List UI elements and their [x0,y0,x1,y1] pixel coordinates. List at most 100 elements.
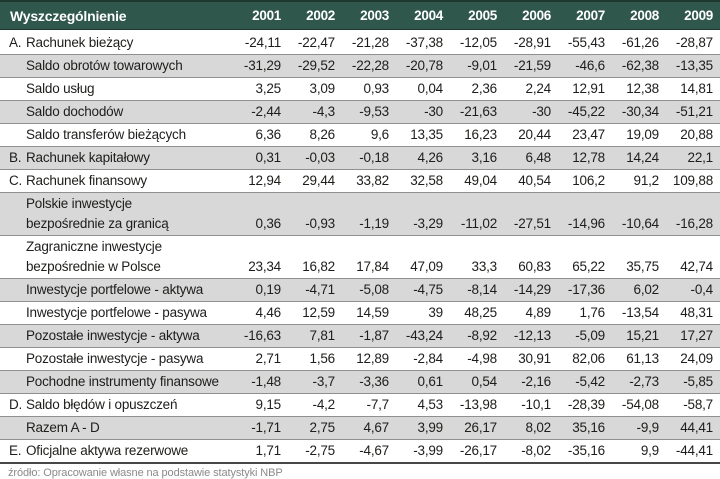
cell-value: 39 [428,305,443,320]
row-label: Polskie inwestycje bezpośrednie za grani… [26,196,169,231]
cell-value: 0,04 [417,81,444,96]
cell-value: -11,02 [460,216,497,231]
cell-value: -61,26 [621,35,659,50]
cell-value: 0,36 [255,216,282,231]
cell-value: -2,16 [521,374,551,389]
cell-value: -12,05 [459,35,497,50]
cell-value: 2,36 [471,81,498,96]
cell-value: -5,85 [683,374,713,389]
row-label: Rachunek kapitałowy [26,150,150,165]
cell-value: -30 [532,104,551,119]
cell-value: -21,28 [351,35,389,50]
cell-value: 3,99 [417,420,444,435]
cell-value: 12,78 [572,150,605,165]
cell-value: -5,09 [575,328,605,343]
row-label: Rachunek finansowy [26,173,147,188]
cell-value: 4,89 [525,305,552,320]
cell-value: 12,89 [356,351,389,366]
table-row: Inwestycje portfelowe - pasywa 4,46 12,59 1… [0,302,720,325]
cell-value: 109,88 [672,173,713,188]
cell-value: -13,98 [459,397,497,412]
cell-value: -4,67 [359,443,389,458]
cell-value: -10,1 [521,397,551,412]
row-label: Zagraniczne inwestycje bezpośrednie w Po… [26,239,162,274]
cell-value: -54,08 [621,397,659,412]
cell-value: 48,31 [680,305,713,320]
cell-value: -31,29 [243,58,281,73]
cell-value: 8,02 [525,420,552,435]
cell-value: 20,44 [518,127,551,142]
cell-value: -0,18 [359,150,389,165]
row-letter: D. [9,397,23,412]
cell-value: 14,59 [356,305,389,320]
cell-value: -13,35 [675,58,713,73]
cell-value: -43,24 [405,328,443,343]
cell-value: 32,58 [410,173,443,188]
cell-value: 6,36 [255,127,282,142]
cell-value: -1,87 [359,328,389,343]
cell-value: 106,2 [572,173,605,188]
cell-value: -22,47 [297,35,335,50]
cell-value: 12,91 [572,81,605,96]
row-label: Inwestycje portfelowe - aktywa [26,282,204,297]
cell-value: 65,22 [572,259,605,274]
cell-value: 17,84 [356,259,389,274]
row-label: Rachunek bieżący [26,35,134,50]
cell-value: 35,75 [626,259,659,274]
cell-value: 48,25 [464,305,497,320]
cell-value: -5,42 [575,374,605,389]
cell-value: 35,16 [572,420,605,435]
cell-value: -2,84 [413,351,443,366]
year-header-2004: 2004 [414,8,443,23]
cell-value: 3,09 [309,81,336,96]
cell-value: -24,11 [244,35,281,50]
cell-value: 2,71 [255,351,282,366]
cell-value: -27,51 [513,216,551,231]
cell-value: -28,91 [513,35,551,50]
cell-value: -8,92 [467,328,497,343]
cell-value: -4,71 [305,282,335,297]
cell-value: -46,6 [575,58,605,73]
cell-value: 20,88 [680,127,713,142]
cell-value: 0,93 [363,81,390,96]
row-letter: C. [9,173,23,188]
cell-value: -3,29 [413,216,443,231]
year-header-2006: 2006 [522,8,551,23]
cell-value: 40,54 [518,173,551,188]
cell-value: -4,75 [413,282,443,297]
table-row: Pozostałe inwestycje - pasywa 2,71 1,56 12,… [0,348,720,371]
cell-value: 0,19 [255,282,282,297]
cell-value: 17,27 [680,328,713,343]
year-header-2005: 2005 [468,8,497,23]
cell-value: -35,16 [567,443,605,458]
cell-value: 4,26 [417,150,444,165]
row-label: Oficjalne aktywa rezerwowe [26,443,189,458]
cell-value: -9,01 [467,58,497,73]
cell-value: 60,83 [518,259,551,274]
year-header-2003: 2003 [360,8,389,23]
cell-value: -16,28 [675,216,713,231]
cell-value: 24,09 [680,351,713,366]
table-body: A. Rachunek bieżący -24,11 -22,47 -21,28 -37,… [0,32,720,464]
cell-value: -12,13 [513,328,551,343]
cell-value: 2,75 [309,420,336,435]
cell-value: -9,9 [636,420,660,435]
row-label: Saldo obrotów towarowych [26,58,183,73]
cell-value: -8,14 [467,282,497,297]
cell-value: -21,59 [513,58,551,73]
table-row: Polskie inwestycje bezpośrednie za grani… [0,193,720,236]
cell-value: 6,48 [525,150,552,165]
table-row: C. Rachunek finansowy 12,94 29,44 33,82 32,58… [0,170,720,193]
cell-value: 29,44 [302,173,335,188]
row-label: Saldo transferów bieżących [26,127,186,142]
cell-value: -22,28 [351,58,389,73]
cell-value: -0,4 [690,282,714,297]
row-label: Pozostałe inwestycje - aktywa [26,328,200,343]
cell-value: 7,81 [309,328,336,343]
cell-value: -0,93 [305,216,335,231]
table-row: Saldo usług 3,25 3,09 0,93 0,04 2,36 2,24 12,91… [0,78,720,101]
cell-value: -1,71 [251,420,281,435]
table-row: Saldo transferów bieżących 6,36 8,26 9,6 13,… [0,124,720,147]
cell-value: -45,22 [567,104,605,119]
